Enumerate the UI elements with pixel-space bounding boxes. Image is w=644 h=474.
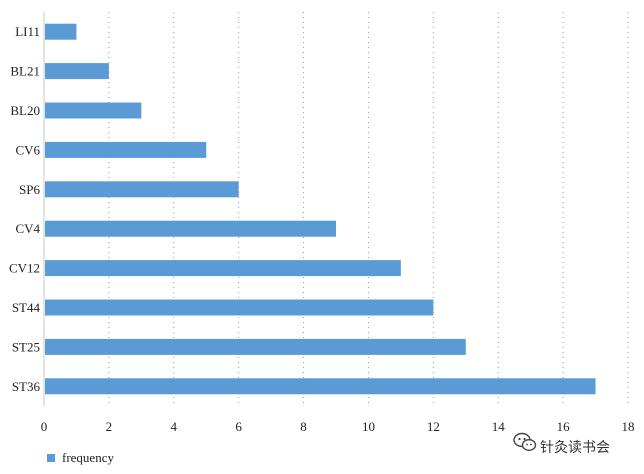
watermark-text: 针灸读书会 — [540, 439, 610, 456]
bar-st36 — [45, 378, 596, 395]
x-tick-labels: 0 2 4 6 8 10 12 14 16 18 — [41, 419, 635, 434]
x-tick-label-6: 6 — [235, 419, 242, 434]
category-label-st44: ST44 — [12, 300, 41, 315]
legend-swatch — [47, 454, 55, 462]
category-labels: LI11 BL21 BL20 CV6 SP6 CV4 CV12 ST44 ST25 ST36 — [9, 24, 41, 394]
x-tick-label-2: 2 — [106, 419, 113, 434]
bar-st44 — [45, 299, 434, 316]
x-tick-label-10: 10 — [362, 419, 375, 434]
category-label-st36: ST36 — [12, 379, 41, 394]
x-tick-label-0: 0 — [41, 419, 48, 434]
x-tick-label-8: 8 — [300, 419, 307, 434]
x-tick-label-16: 16 — [557, 419, 571, 434]
category-label-li11: LI11 — [15, 24, 40, 39]
bar-cv12 — [45, 260, 401, 277]
category-label-sp6: SP6 — [19, 182, 40, 197]
bar-sp6 — [45, 181, 239, 198]
category-label-cv12: CV12 — [9, 261, 40, 276]
x-tick-label-18: 18 — [622, 419, 635, 434]
x-tick-label-4: 4 — [171, 419, 178, 434]
x-tick-label-12: 12 — [427, 419, 440, 434]
watermark: 针灸读书会 — [513, 432, 610, 456]
legend: frequency — [47, 450, 114, 465]
category-label-bl20: BL20 — [10, 103, 40, 118]
bar-cv6 — [45, 141, 207, 158]
x-tick-label-14: 14 — [492, 419, 506, 434]
bar-st25 — [45, 338, 466, 355]
bar-bl20 — [45, 102, 142, 119]
bar-cv4 — [45, 220, 336, 237]
legend-label-frequency: frequency — [62, 450, 114, 465]
bar-li11 — [45, 23, 77, 40]
wechat-icon — [513, 432, 537, 452]
bars — [45, 23, 596, 395]
category-label-cv6: CV6 — [15, 142, 40, 157]
category-label-bl21: BL21 — [10, 64, 40, 79]
category-label-st25: ST25 — [12, 339, 40, 354]
category-label-cv4: CV4 — [15, 221, 40, 236]
bar-bl21 — [45, 63, 109, 80]
